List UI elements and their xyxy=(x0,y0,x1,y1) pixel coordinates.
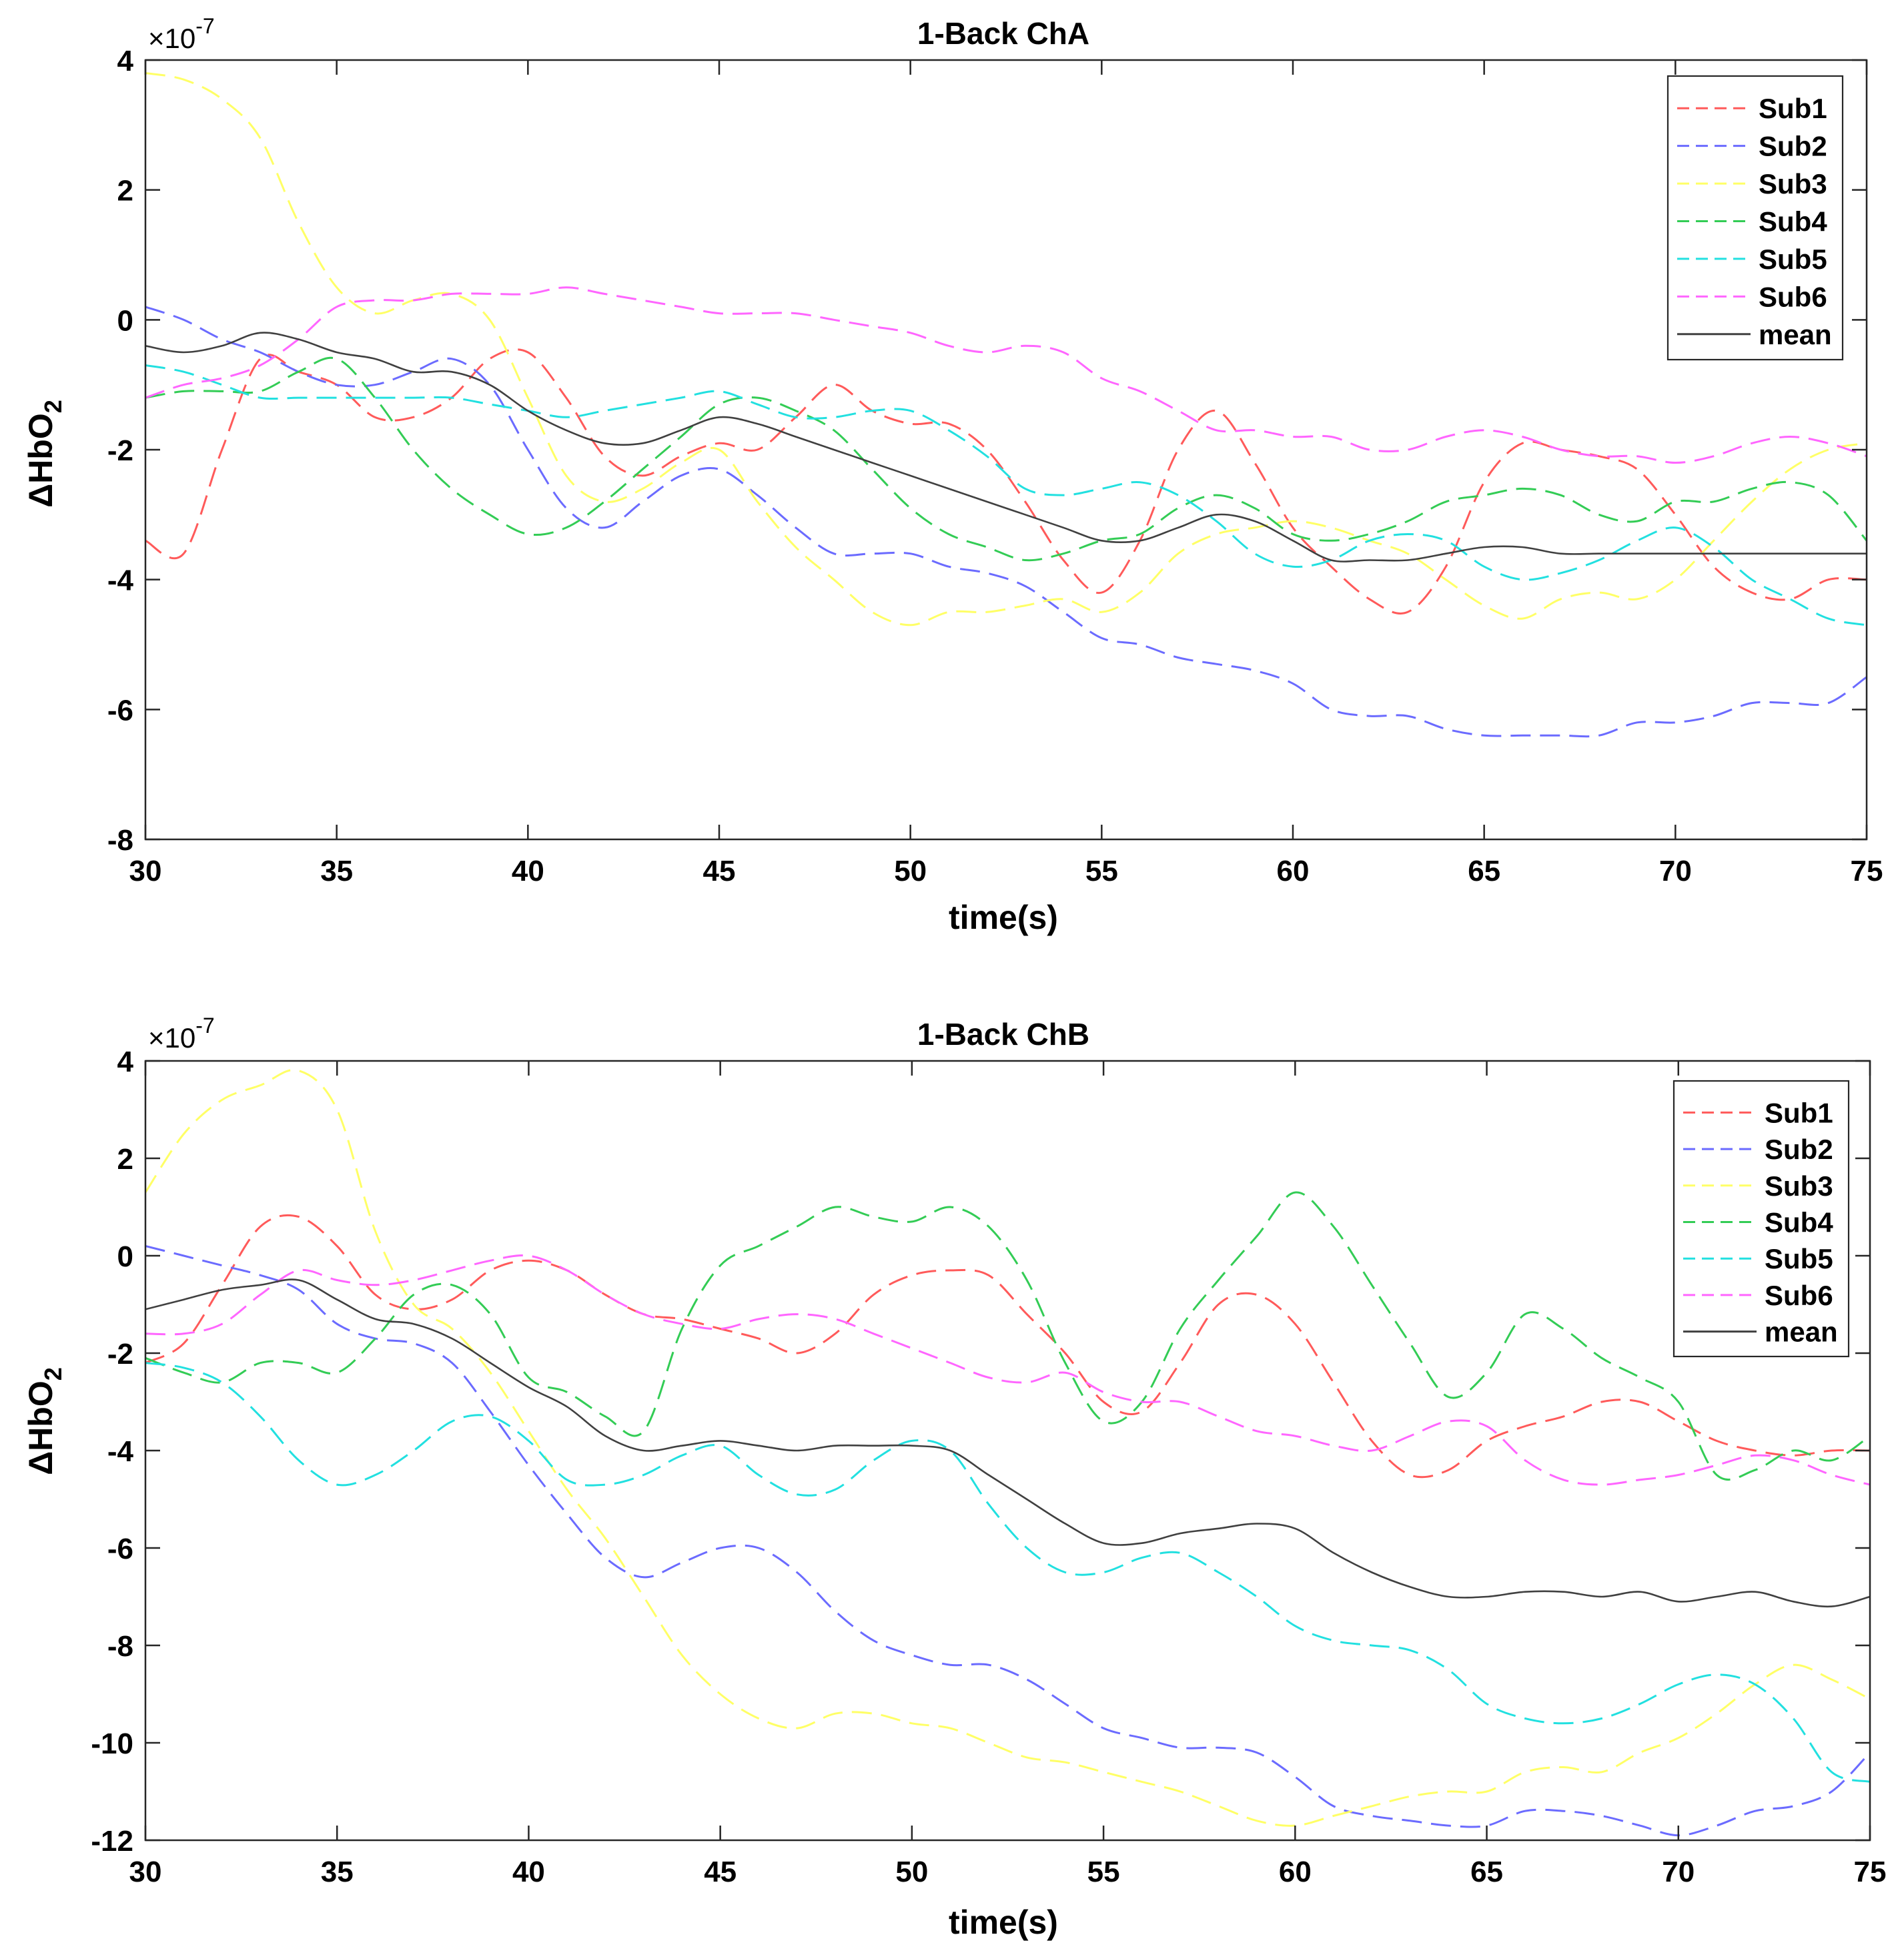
legend-label-sub4: Sub4 xyxy=(1765,1207,1833,1238)
x-tick-label: 70 xyxy=(1662,1856,1695,1888)
legend-label-sub2: Sub2 xyxy=(1765,1134,1833,1165)
legend-label-sub5: Sub5 xyxy=(1759,244,1827,275)
x-tick-label: 30 xyxy=(129,1856,162,1888)
series-line-sub5 xyxy=(145,364,1867,627)
series-line-sub3 xyxy=(145,1069,1870,1827)
legend-label-mean: mean xyxy=(1765,1316,1838,1348)
series-line-sub2 xyxy=(145,306,1867,738)
y-tick-label: -2 xyxy=(107,434,133,467)
x-tick-label: 55 xyxy=(1087,1856,1120,1888)
series-line-sub5 xyxy=(145,1362,1870,1783)
y-tick-label: 4 xyxy=(117,1046,134,1078)
legend-label-sub1: Sub1 xyxy=(1765,1097,1833,1128)
y-tick-label: -6 xyxy=(107,1533,133,1565)
series-line-sub2 xyxy=(145,1244,1870,1837)
series-line-sub6 xyxy=(145,286,1867,464)
y-tick-label: 0 xyxy=(117,304,133,337)
series-line-sub4 xyxy=(145,1191,1870,1481)
chart-1-back-chb: 1-Back ChB ×10-7 time(s) ΔHbO2 30 35 40 45 5… xyxy=(22,1014,1886,1941)
x-tick-label: 55 xyxy=(1085,855,1118,887)
chart-1-back-cha: 1-Back ChA ×10-7 time(s) ΔHbO2 30 35 40 45 5… xyxy=(22,14,1883,936)
x-tick-label: 40 xyxy=(512,1856,545,1888)
y-tick-label: -8 xyxy=(107,824,133,857)
y-tick-label: -6 xyxy=(107,694,133,727)
y-tick-label: -8 xyxy=(107,1630,133,1663)
exponent-label: ×10-7 xyxy=(148,1014,215,1054)
chart-title: 1-Back ChB xyxy=(917,1017,1089,1052)
plot-area: 30 35 40 45 50 55 60 65 70 75 -12 -10 -8 -6 -4 -2 0 2 4 Sub… xyxy=(91,1046,1886,1888)
series-line-sub6 xyxy=(145,1254,1870,1486)
legend: Sub1 Sub2 Sub3 Sub4 Sub5 Sub6 mean xyxy=(1667,75,1844,361)
y-tick-label: 4 xyxy=(117,45,134,77)
series-line-mean xyxy=(145,1278,1870,1608)
y-tick-label: -12 xyxy=(91,1825,133,1858)
y-axis-label: ΔHbO2 xyxy=(22,400,67,508)
y-tick-label: 2 xyxy=(117,1143,133,1176)
x-tick-label: 75 xyxy=(1851,855,1883,887)
legend-box xyxy=(1667,75,1844,361)
x-tick-label: 50 xyxy=(894,855,927,887)
series-line-sub1 xyxy=(145,1214,1870,1479)
x-axis-label: time(s) xyxy=(949,1904,1058,1941)
x-tick-label: 40 xyxy=(512,855,544,887)
y-axis-label: ΔHbO2 xyxy=(22,1367,67,1475)
series-line-mean xyxy=(145,332,1867,562)
y-tick-label: -2 xyxy=(107,1338,133,1371)
series-group xyxy=(145,72,1867,738)
x-tick-label: 35 xyxy=(321,1856,354,1888)
x-tick-label: 30 xyxy=(129,855,162,887)
x-tick-label: 45 xyxy=(704,1856,737,1888)
series-group xyxy=(145,1069,1870,1837)
legend-label-sub5: Sub5 xyxy=(1765,1243,1833,1274)
y-tick-label: 2 xyxy=(117,175,133,208)
x-tick-label: 65 xyxy=(1468,855,1500,887)
x-tick-label: 60 xyxy=(1277,855,1310,887)
legend-label-sub2: Sub2 xyxy=(1759,131,1827,162)
x-tick-label: 65 xyxy=(1470,1856,1503,1888)
y-tick-label: -4 xyxy=(107,1435,134,1468)
legend-label-mean: mean xyxy=(1759,319,1832,350)
legend-label-sub1: Sub1 xyxy=(1759,93,1827,124)
y-tick-label: -4 xyxy=(107,564,134,597)
x-tick-label: 75 xyxy=(1854,1856,1887,1888)
legend-box xyxy=(1673,1080,1850,1358)
x-axis-label: time(s) xyxy=(949,899,1058,936)
plot-area: 30 35 40 45 50 55 60 65 70 75-8-6-4-2024Sub1Sub2S… xyxy=(107,45,1883,887)
legend-label-sub3: Sub3 xyxy=(1765,1170,1833,1202)
x-tick-label: 45 xyxy=(703,855,736,887)
y-tick-label: -10 xyxy=(91,1727,133,1760)
legend-label-sub3: Sub3 xyxy=(1759,168,1827,200)
x-tick-label: 60 xyxy=(1279,1856,1312,1888)
legend-label-sub6: Sub6 xyxy=(1759,281,1827,312)
chart-title: 1-Back ChA xyxy=(917,16,1089,51)
x-tick-label: 35 xyxy=(320,855,353,887)
legend-label-sub4: Sub4 xyxy=(1759,206,1827,238)
legend-label-sub6: Sub6 xyxy=(1765,1280,1833,1311)
y-tick-label: 0 xyxy=(117,1240,133,1273)
x-tick-label: 70 xyxy=(1659,855,1692,887)
exponent-label: ×10-7 xyxy=(148,14,215,54)
x-tick-label: 50 xyxy=(895,1856,928,1888)
series-line-sub4 xyxy=(145,356,1867,562)
legend: Sub1 Sub2 Sub3 Sub4 Sub5 Sub6 mean xyxy=(1673,1080,1850,1358)
